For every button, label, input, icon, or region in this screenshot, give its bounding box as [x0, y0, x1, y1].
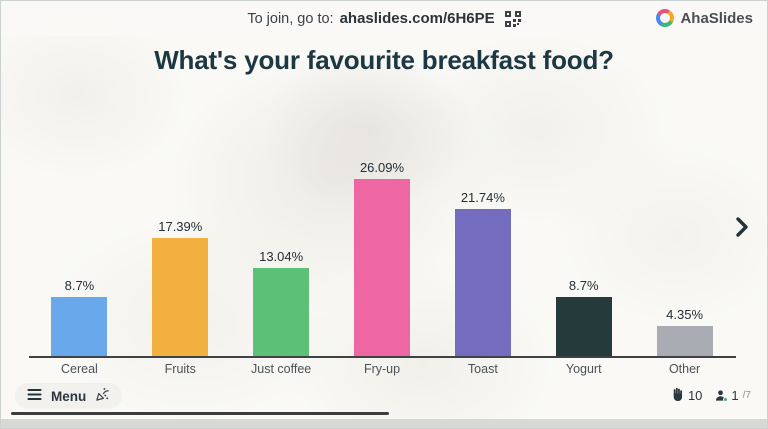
- raised-hands-counter[interactable]: 10: [671, 387, 702, 404]
- chevron-right-icon: [733, 216, 751, 241]
- bar-value-label: 13.04%: [259, 249, 304, 264]
- bar-value-label: 8.7%: [64, 278, 95, 293]
- chart-column: 17.39%: [130, 219, 231, 356]
- chart-column: 21.74%: [432, 190, 533, 356]
- slide-title: What's your favourite breakfast food?: [154, 45, 614, 75]
- menu-button[interactable]: Menu: [15, 383, 123, 409]
- qr-code-icon[interactable]: [504, 10, 521, 27]
- join-instruction: To join, go to: ahaslides.com/6H6PE: [247, 10, 521, 27]
- slide-total: /7: [742, 390, 751, 401]
- online-dot: [723, 397, 729, 402]
- x-axis-label: Other: [668, 362, 701, 376]
- x-axis-labels: Cereal Fruits Just coffee Fry-up Toast Yogurt…: [29, 362, 735, 376]
- ahaslides-logo-text: AhaSlides: [680, 9, 753, 27]
- bar-value-label: 17.39%: [158, 219, 203, 234]
- chart-column: 4.35%: [634, 307, 735, 356]
- session-counters: 10 1/7: [671, 387, 751, 404]
- slide-current: 1: [731, 388, 739, 403]
- bar-chart: 8.7% 17.39% 13.04% 26.09% 21.74% 8.7% 4.35%: [29, 156, 735, 356]
- join-prefix: To join, go to:: [247, 10, 334, 27]
- bar-value-label: 4.35%: [666, 307, 704, 322]
- menu-button-label: Menu: [51, 388, 87, 404]
- person-icon: [714, 389, 729, 402]
- next-slide-button[interactable]: [729, 213, 755, 243]
- chart-column: 8.7%: [29, 278, 130, 356]
- x-axis-label: Fruits: [164, 362, 196, 376]
- raised-hands-count: 10: [687, 388, 703, 403]
- bar-yogurt: [555, 297, 612, 356]
- chart-column: 8.7%: [533, 278, 634, 356]
- bar-just-coffee: [253, 268, 310, 356]
- window-bottom-edge: [1, 419, 767, 428]
- raised-hand-icon: [671, 387, 684, 404]
- scrollbar[interactable]: [11, 412, 389, 415]
- join-bar: To join, go to: ahaslides.com/6H6PE: [1, 1, 767, 36]
- chart-column: 26.09%: [332, 160, 433, 356]
- bar-fry-up: [354, 179, 410, 356]
- bar-other: [656, 326, 713, 356]
- bar-cereal: [51, 297, 108, 356]
- bar-toast: [454, 209, 511, 356]
- x-axis-label: Just coffee: [251, 362, 312, 376]
- participants-counter[interactable]: 1/7: [714, 388, 751, 403]
- chart-column: 13.04%: [231, 249, 332, 356]
- bar-value-label: 26.09%: [359, 160, 405, 175]
- join-code: ahaslides.com/6H6PE: [339, 10, 495, 27]
- ahaslides-logo[interactable]: AhaSlides: [656, 9, 753, 27]
- x-axis-label: Yogurt: [565, 362, 602, 376]
- x-axis-label: Fry-up: [363, 362, 401, 376]
- party-popper-icon[interactable]: [95, 387, 110, 405]
- bar-fruits: [152, 238, 209, 356]
- bar-value-label: 8.7%: [568, 278, 599, 293]
- hamburger-icon: [27, 388, 42, 404]
- ahaslides-logo-icon: [656, 9, 675, 27]
- bar-value-label: 21.74%: [460, 190, 505, 205]
- x-axis-line: [29, 356, 736, 358]
- x-axis-label: Toast: [467, 362, 498, 376]
- x-axis-label: Cereal: [61, 362, 98, 376]
